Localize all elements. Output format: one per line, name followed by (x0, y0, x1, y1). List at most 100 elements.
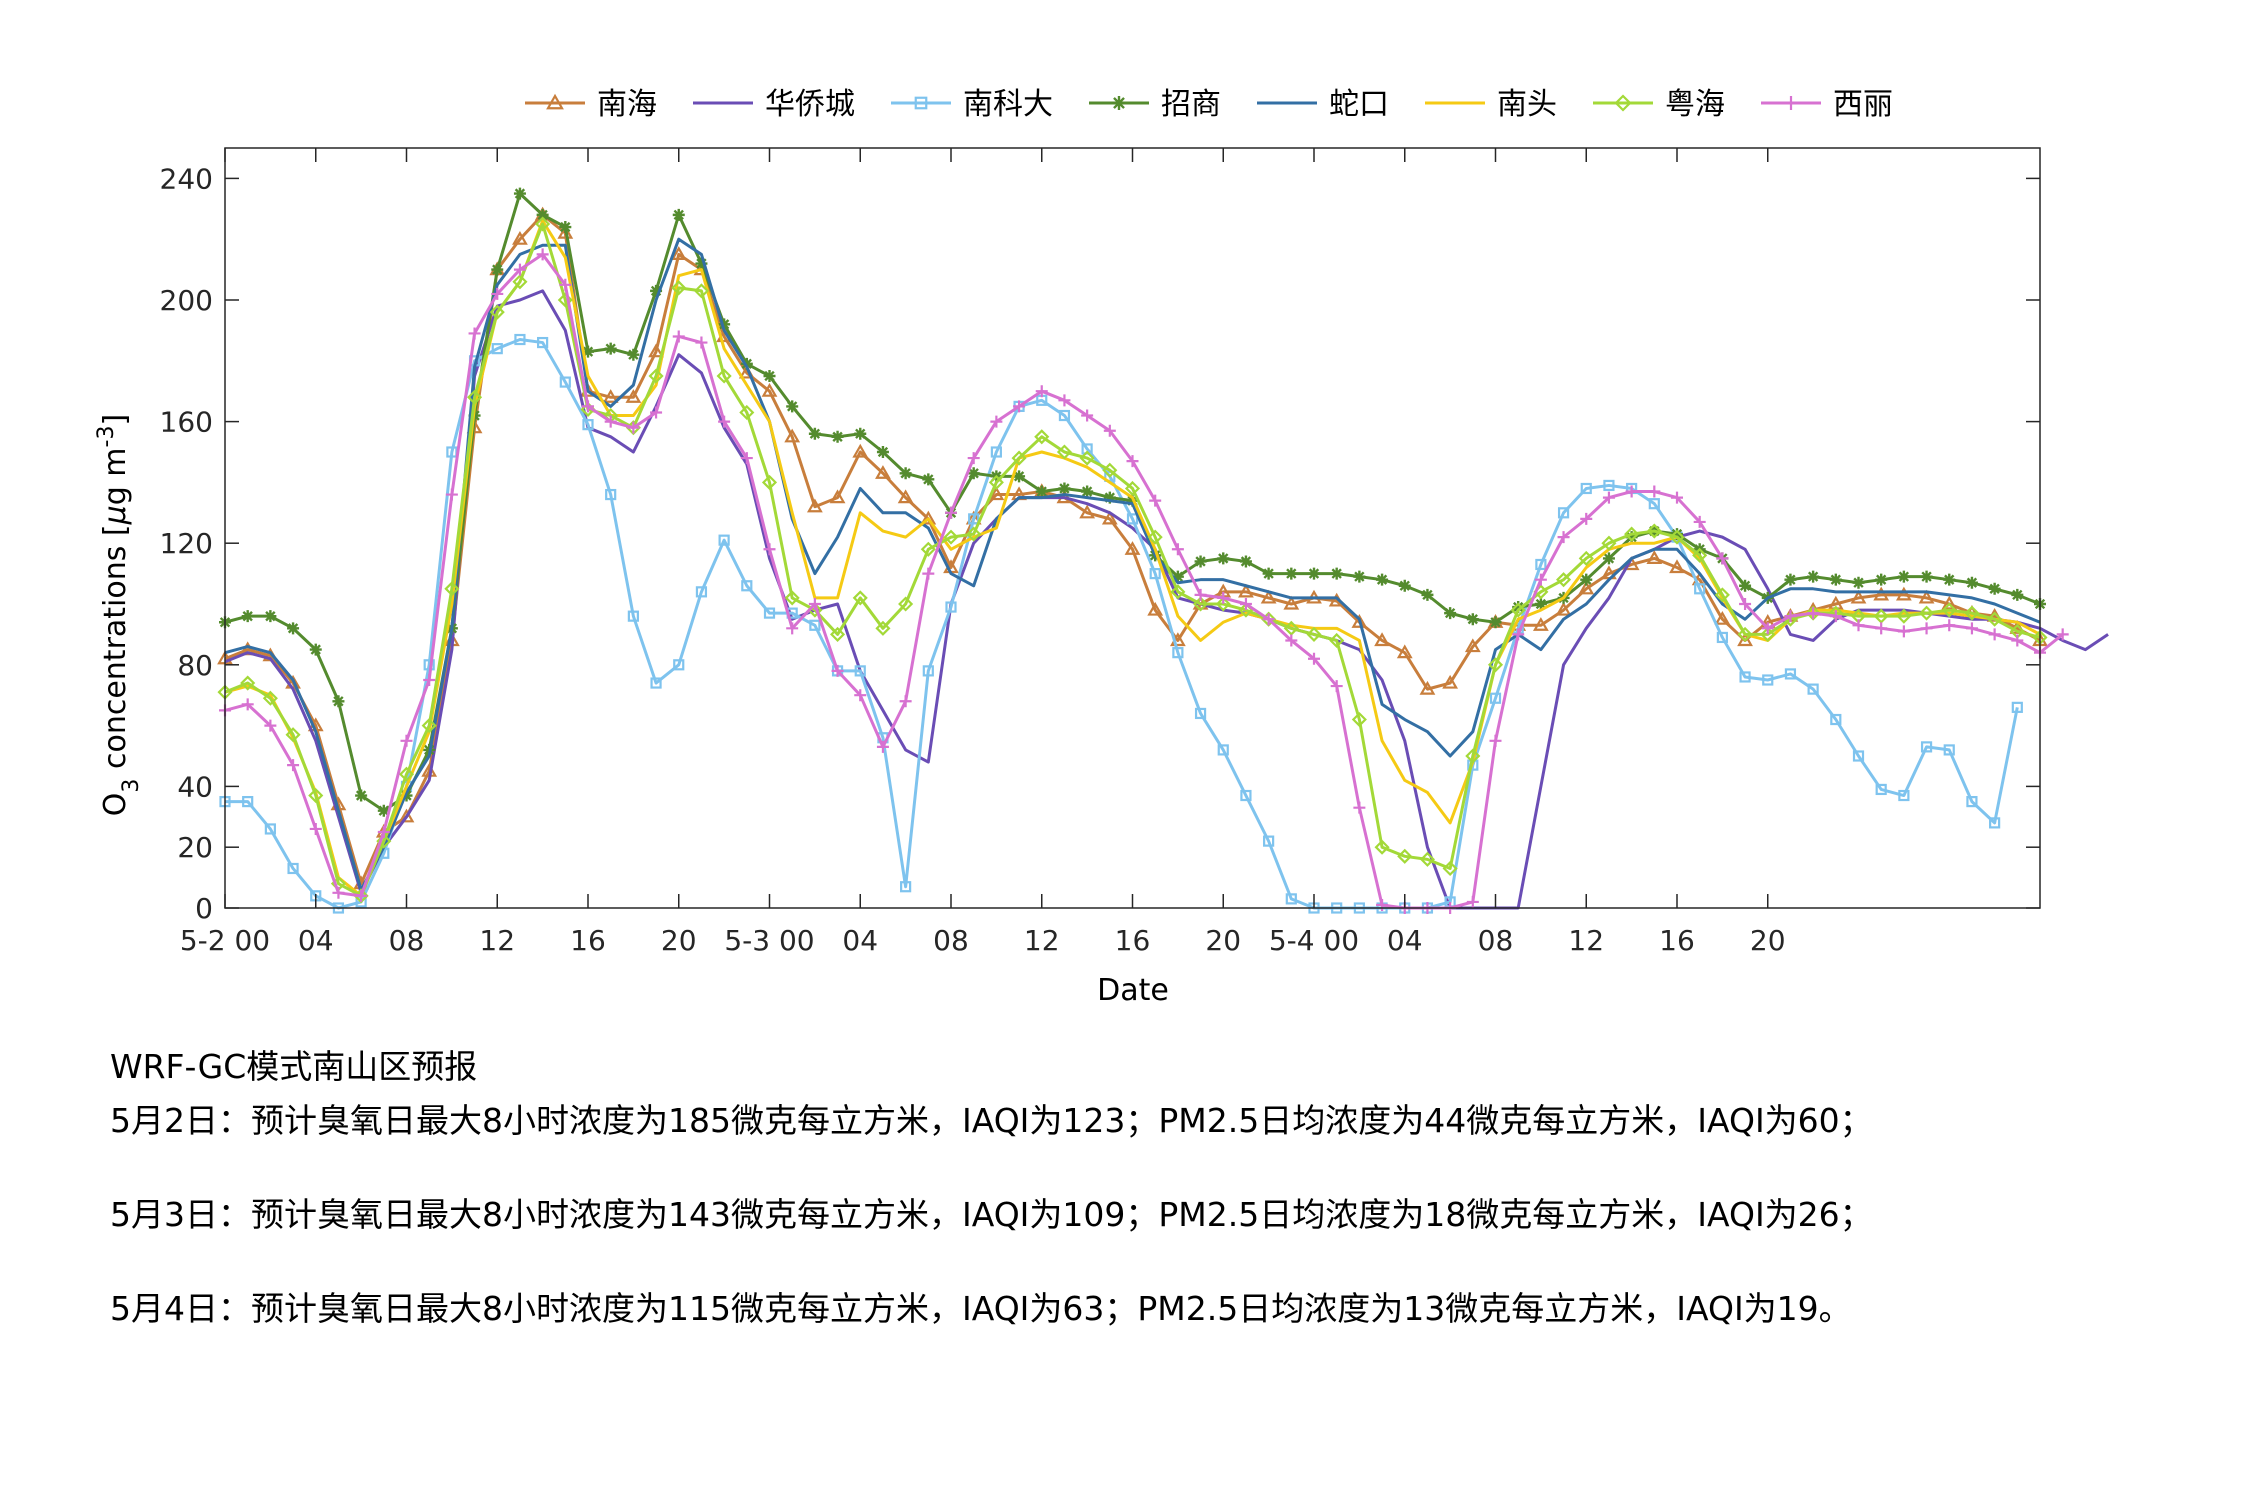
data-point (854, 689, 867, 702)
data-point (1283, 620, 1299, 636)
data-point (582, 345, 594, 358)
legend-item-2: 华侨城 (693, 87, 855, 122)
data-point (718, 318, 731, 331)
data-point (627, 421, 640, 434)
data-point (1897, 570, 1910, 583)
data-point (1829, 573, 1842, 586)
data-point (1285, 567, 1298, 580)
y-tick-label: 200 (160, 284, 213, 317)
data-point (1852, 576, 1865, 589)
data-point (398, 766, 415, 782)
data-point (1124, 480, 1141, 497)
data-point (1875, 783, 1887, 796)
data-point (1648, 498, 1660, 510)
data-point (854, 427, 867, 440)
data-point (1555, 601, 1572, 616)
data-point (1716, 631, 1728, 644)
data-point (2011, 588, 2024, 601)
data-point (1215, 596, 1231, 612)
data-point (559, 278, 572, 291)
data-point (1784, 668, 1797, 680)
data-point (1535, 558, 1547, 571)
y-axis-label-unit: g m (98, 447, 133, 505)
data-point (1419, 851, 1435, 867)
data-point (1103, 424, 1116, 437)
data-point (695, 336, 708, 349)
data-point (1217, 744, 1229, 756)
data-point (1419, 680, 1436, 695)
data-point (898, 596, 914, 612)
data-point (922, 473, 935, 486)
data-point (1557, 507, 1570, 519)
y-tick-label: 160 (160, 406, 213, 439)
data-point (1716, 552, 1729, 565)
y-axis-label-bracket: ] (98, 414, 133, 426)
data-point (1988, 628, 2001, 641)
data-point (1646, 523, 1662, 539)
data-point (582, 400, 594, 413)
data-point (1260, 589, 1277, 604)
data-point (287, 622, 300, 635)
legend-label: 粤海 (1665, 87, 1725, 122)
data-point (287, 862, 299, 875)
data-point (1966, 795, 1978, 808)
data-point (1943, 619, 1956, 632)
data-point (1624, 526, 1640, 542)
data-point (1556, 572, 1572, 588)
data-point (1625, 485, 1638, 498)
data-point (1397, 848, 1413, 864)
data-point (377, 804, 390, 817)
data-point (830, 626, 846, 642)
y-tick-label: 80 (177, 649, 213, 682)
data-point (1614, 94, 1632, 112)
data-point (1737, 626, 1753, 642)
axes: 0 20 40 80 120 160 200 240 5-2 00 04 08 12 16 20 5-3 0… (160, 147, 2041, 957)
x-tick-label: 12 (479, 924, 515, 957)
forecast-line-day2: 5月3日：预计臭氧日最大8小时浓度为143微克每立方米，IAQI为109；PM2… (110, 1195, 1873, 1234)
data-point (1918, 589, 1935, 604)
data-point (1056, 444, 1072, 460)
data-point (1013, 470, 1026, 483)
data-point (1238, 583, 1254, 598)
data-point (491, 287, 504, 300)
data-point (1762, 674, 1774, 686)
x-tick-label: 08 (933, 924, 969, 957)
data-point (670, 246, 687, 260)
x-tick-label: 20 (661, 924, 697, 957)
data-point (761, 474, 778, 490)
data-point (241, 698, 254, 711)
data-point (1058, 394, 1071, 407)
data-point (920, 510, 937, 525)
data-point (1941, 602, 1957, 618)
data-point (740, 357, 753, 370)
legend-item-7: 粤海 (1593, 87, 1725, 122)
data-point (1149, 494, 1162, 507)
data-point (445, 488, 458, 501)
data-point (1580, 573, 1593, 586)
data-point (355, 789, 368, 802)
data-point (672, 208, 685, 221)
x-tick-label: 16 (1659, 924, 1695, 957)
data-point (557, 292, 573, 308)
series-5 (224, 237, 2041, 892)
data-point (1194, 588, 1207, 601)
data-point (309, 643, 322, 656)
series-3 (219, 333, 2023, 914)
data-point (899, 695, 912, 708)
x-tick-label: 5-4 00 (1269, 924, 1359, 957)
x-tick-label: 5-2 00 (180, 924, 270, 957)
data-point (1534, 598, 1547, 610)
data-point (2011, 701, 2023, 713)
data-point (1058, 482, 1071, 495)
data-point (718, 534, 730, 546)
data-point (1147, 529, 1163, 545)
data-point (1943, 573, 1956, 586)
data-point (761, 382, 778, 397)
series-lines (217, 187, 2109, 914)
data-point (1896, 608, 1912, 624)
data-point (718, 415, 731, 428)
data-point (875, 465, 891, 479)
data-point (264, 719, 277, 732)
data-point (1103, 491, 1116, 504)
data-point (763, 607, 776, 619)
